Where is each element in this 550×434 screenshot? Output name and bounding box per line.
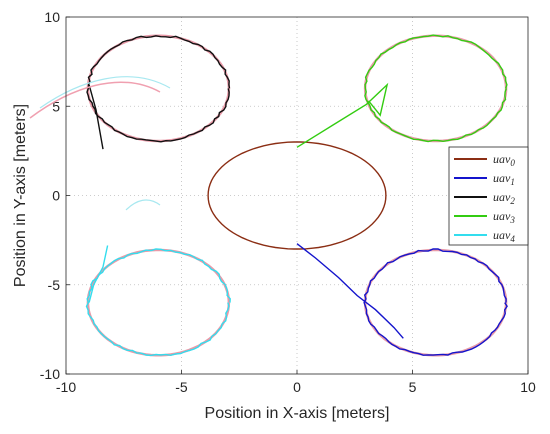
series-uav4 — [85, 245, 231, 357]
legend-label-base: uav — [493, 171, 511, 185]
approach-uav3 — [296, 82, 389, 148]
y-tick-label: 10 — [44, 9, 60, 25]
approach-uav1 — [296, 243, 404, 339]
legend-label-subscript: 2 — [510, 196, 515, 206]
legend-label-uav2: uav2 — [493, 190, 515, 206]
approach-uav4 — [88, 245, 109, 303]
reference-arc — [125, 199, 161, 211]
series-uav3 — [296, 34, 508, 148]
trajectory-uav4 — [85, 248, 231, 357]
x-tick-label: -10 — [56, 379, 76, 395]
trajectory-uav0 — [207, 141, 387, 250]
y-tick-label: -5 — [48, 277, 61, 293]
series-uav1 — [296, 243, 508, 357]
legend-label-subscript: 0 — [510, 158, 515, 168]
legend-label-base: uav — [493, 190, 511, 204]
reference-fragments — [29, 76, 171, 211]
y-tick-label: -10 — [40, 366, 60, 382]
x-tick-label: 0 — [293, 379, 301, 395]
series-uav0 — [207, 141, 387, 250]
x-axis-label: Position in X-axis [meters] — [205, 405, 390, 422]
series-uav2 — [86, 34, 231, 150]
legend-label-subscript: 4 — [510, 234, 515, 244]
reference-arc — [39, 76, 171, 109]
x-tick-label: -5 — [175, 379, 188, 395]
legend-label-base: uav — [493, 152, 511, 166]
legend-label-uav0: uav0 — [493, 152, 515, 168]
x-tick-label: 5 — [409, 379, 417, 395]
trajectory-uav3 — [364, 34, 508, 143]
y-tick-label: 5 — [52, 98, 60, 114]
trajectory-uav2 — [86, 35, 231, 143]
legend-label-uav4: uav4 — [493, 228, 515, 244]
y-axis-label: Position in Y-axis [meters] — [12, 104, 29, 287]
legend-label-base: uav — [493, 209, 511, 223]
legend-label-uav3: uav3 — [493, 209, 515, 225]
series-layer — [29, 34, 508, 357]
trajectory-uav1 — [363, 248, 508, 356]
approach-uav2 — [88, 84, 104, 150]
x-tick-label: 10 — [520, 379, 536, 395]
legend-label-subscript: 3 — [509, 215, 515, 225]
legend-label-base: uav — [493, 228, 511, 242]
legend-box — [448, 146, 529, 246]
reference-arc — [29, 81, 161, 119]
legend-label-subscript: 1 — [510, 177, 515, 187]
legend-label-uav1: uav1 — [493, 171, 515, 187]
y-tick-label: 0 — [52, 188, 60, 204]
